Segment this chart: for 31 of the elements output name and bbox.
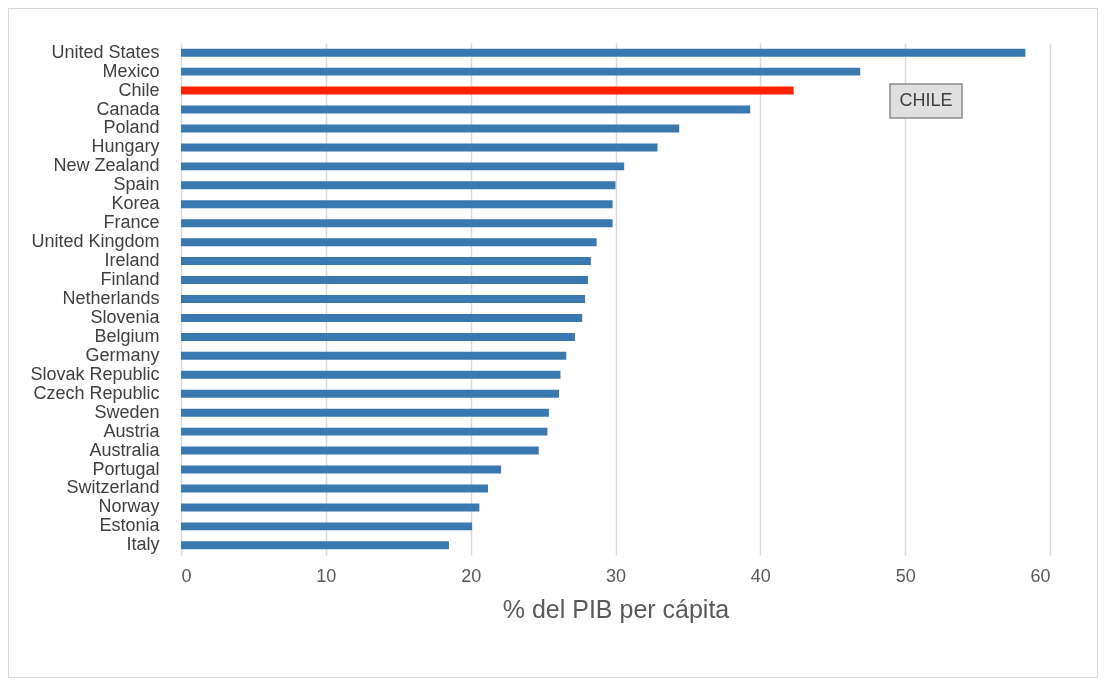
y-tick-label: Estonia	[99, 515, 161, 536]
y-tick-label: Poland	[103, 117, 160, 138]
x-tick-label: 0	[181, 565, 192, 586]
x-tick-label: 60	[1030, 565, 1051, 586]
x-tick-label: 20	[461, 565, 482, 586]
x-tick-label: 40	[750, 565, 771, 586]
y-tick-label: Norway	[98, 496, 160, 517]
y-tick-label: Chile	[118, 79, 160, 100]
y-tick-label: Slovenia	[90, 306, 161, 327]
y-tick-label: Mexico	[102, 60, 160, 81]
y-tick-label: Ireland	[104, 250, 160, 271]
y-tick-label: Korea	[111, 193, 161, 214]
y-tick-label: New Zealand	[53, 155, 160, 176]
y-tick-label: Belgium	[94, 325, 160, 346]
y-tick-label: Portugal	[92, 458, 160, 479]
y-tick-label: Italy	[126, 534, 160, 555]
y-tick-label: France	[103, 212, 160, 233]
y-tick-label: Australia	[89, 439, 161, 460]
x-tick-label: 10	[316, 565, 337, 586]
annotation: CHILE	[899, 90, 953, 110]
y-tick-label: Spain	[113, 174, 160, 195]
y-tick-label: Hungary	[91, 136, 160, 157]
y-tick-label: Canada	[96, 98, 161, 119]
x-tick-label: 30	[605, 565, 627, 586]
x-axis-title: % del PIB per cápita	[502, 594, 730, 623]
y-tick-label: Netherlands	[62, 288, 160, 308]
y-tick-label: Finland	[100, 269, 160, 290]
y-tick-label: Austria	[103, 420, 161, 441]
x-tick-label: 50	[895, 565, 916, 586]
y-tick-label: United Kingdom	[31, 231, 160, 252]
y-tick-label: United States	[51, 41, 160, 62]
